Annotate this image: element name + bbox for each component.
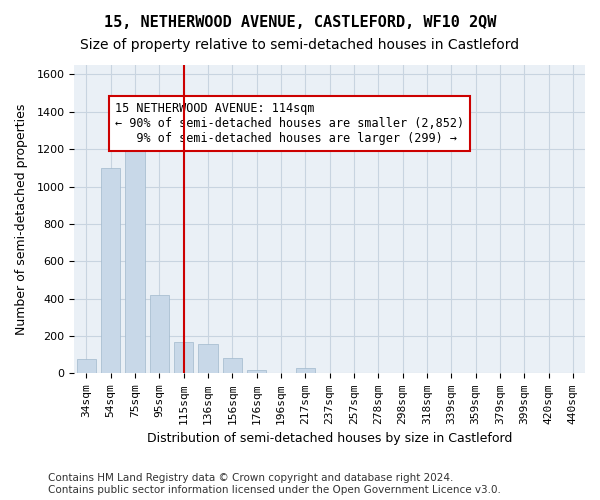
Y-axis label: Number of semi-detached properties: Number of semi-detached properties: [15, 104, 28, 335]
Bar: [101, 168, 121, 374]
Text: 15 NETHERWOOD AVENUE: 114sqm
← 90% of semi-detached houses are smaller (2,852)
 : 15 NETHERWOOD AVENUE: 114sqm ← 90% of se…: [115, 102, 464, 145]
Bar: [247, 370, 266, 374]
Text: 15, NETHERWOOD AVENUE, CASTLEFORD, WF10 2QW: 15, NETHERWOOD AVENUE, CASTLEFORD, WF10 …: [104, 15, 496, 30]
X-axis label: Distribution of semi-detached houses by size in Castleford: Distribution of semi-detached houses by …: [147, 432, 512, 445]
Bar: [174, 342, 193, 374]
Bar: [149, 295, 169, 374]
Bar: [296, 368, 315, 374]
Text: Contains HM Land Registry data © Crown copyright and database right 2024.
Contai: Contains HM Land Registry data © Crown c…: [48, 474, 501, 495]
Bar: [77, 360, 96, 374]
Text: Size of property relative to semi-detached houses in Castleford: Size of property relative to semi-detach…: [80, 38, 520, 52]
Bar: [198, 344, 218, 374]
Bar: [125, 142, 145, 374]
Bar: [223, 358, 242, 374]
